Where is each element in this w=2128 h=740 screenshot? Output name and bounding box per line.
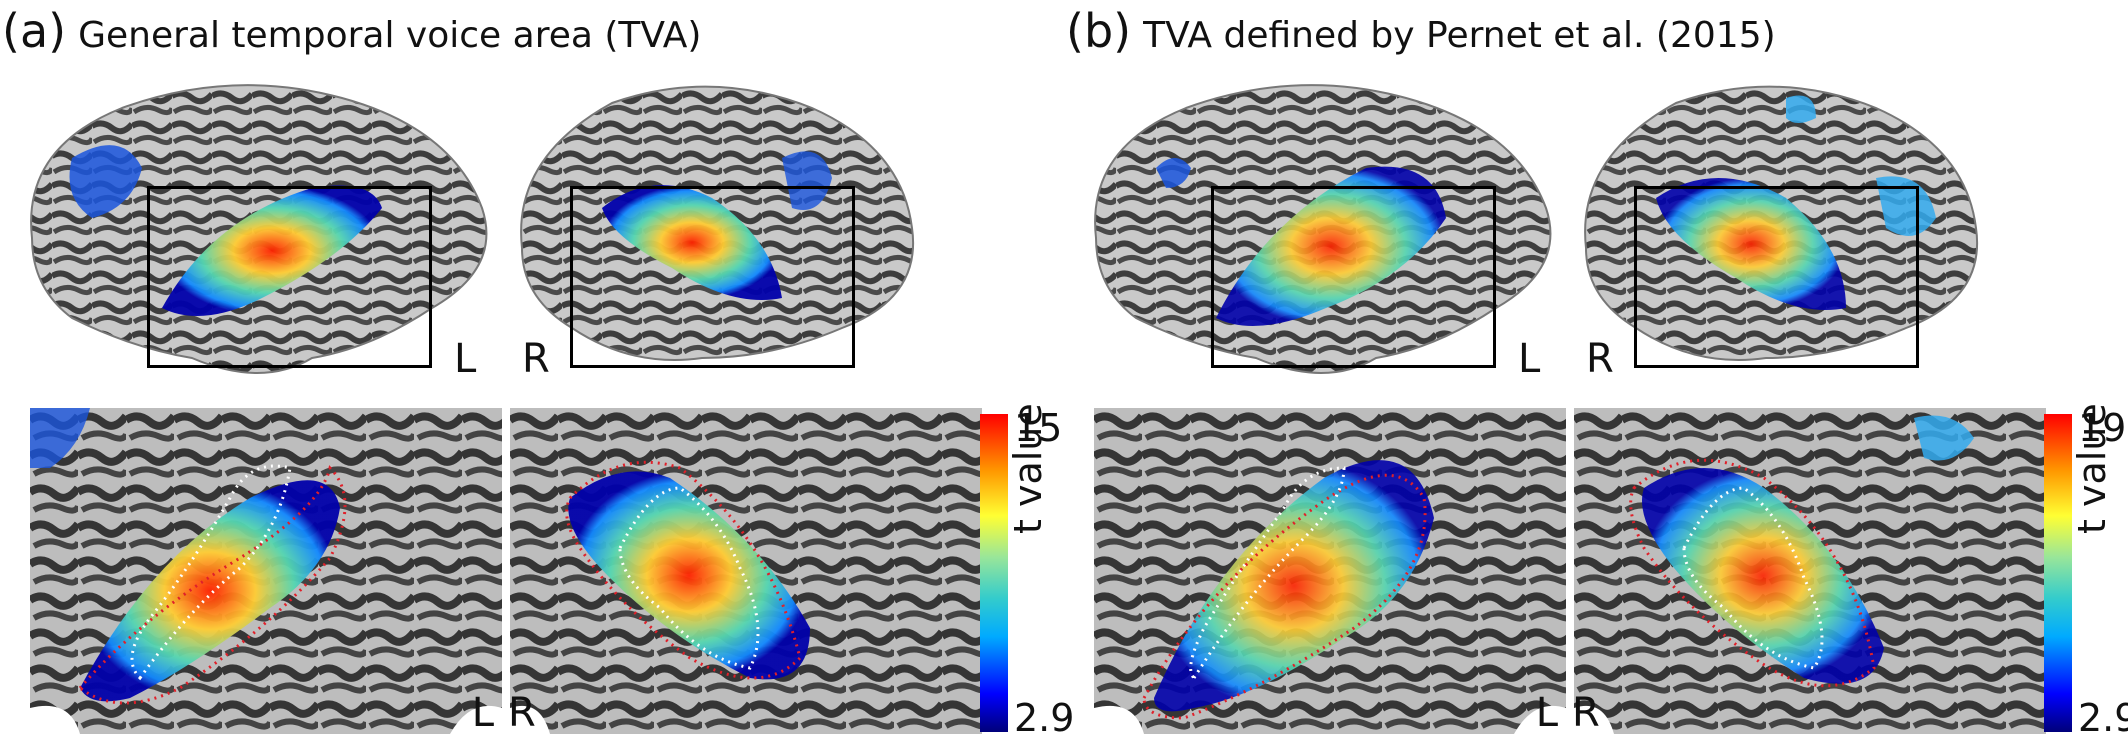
colorbar-min: 2.9	[1014, 696, 1075, 740]
hemisphere-label-right: R	[1586, 336, 1614, 382]
roi-box	[1211, 186, 1496, 368]
roi-box	[570, 186, 855, 368]
panel-b-letter: (b)	[1066, 4, 1132, 58]
panel-b-right-hemisphere: R	[1546, 58, 2066, 388]
panel-b-heading: TVA defined by Pernet et al. (2015)	[1143, 15, 1776, 56]
panel-b-left-zoom: L	[1094, 408, 1566, 736]
roi-box	[147, 186, 432, 368]
zoom-label-right: R	[1572, 690, 1600, 736]
zoom-label-left: L	[1535, 690, 1558, 736]
colorbar-gradient	[980, 414, 1008, 732]
colorbar-gradient	[2044, 414, 2072, 732]
panel-a-right-zoom: R	[508, 408, 982, 736]
colorbar-title: t value	[1006, 403, 1050, 534]
hemisphere-label-right: R	[522, 336, 550, 382]
panel-a-left-zoom: L	[30, 408, 502, 736]
panel-a: (a) General temporal voice area (TVA) L R…	[0, 0, 1074, 740]
panel-a-right-hemisphere: R	[482, 58, 1002, 388]
zoom-label-right: R	[508, 690, 536, 736]
hemisphere-label-left: L	[454, 336, 477, 382]
hemisphere-label-left: L	[1518, 336, 1541, 382]
colorbar-a: 15 t value 2.9	[980, 403, 1074, 740]
panel-b: (b) TVA defined by Pernet et al. (2015) L…	[1064, 0, 2128, 740]
roi-box	[1634, 186, 1919, 368]
panel-b-right-zoom: R	[1572, 408, 2046, 736]
colorbar-max: 15	[1014, 406, 1063, 450]
colorbar-max: 19	[2078, 406, 2127, 450]
panel-a-letter: (a)	[2, 4, 67, 58]
panel-a-title: (a) General temporal voice area (TVA)	[2, 4, 701, 58]
panel-b-title: (b) TVA defined by Pernet et al. (2015)	[1066, 4, 1776, 58]
colorbar-b: 19 t value 2.9	[2044, 403, 2128, 740]
zoom-label-left: L	[471, 690, 494, 736]
panel-b-left-hemisphere: L	[1076, 58, 1596, 388]
colorbar-min: 2.9	[2078, 696, 2128, 740]
panel-a-heading: General temporal voice area (TVA)	[78, 15, 702, 56]
panel-a-left-hemisphere: L	[12, 58, 532, 388]
colorbar-title: t value	[2070, 403, 2114, 534]
